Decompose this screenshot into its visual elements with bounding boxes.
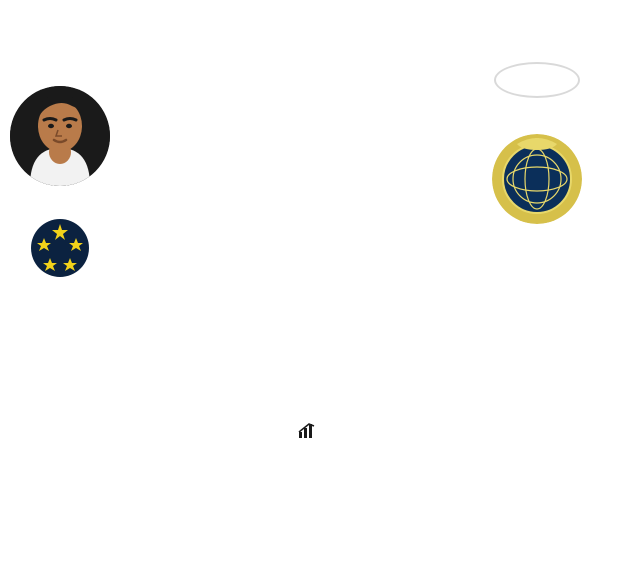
comparison-infographic [0,0,620,580]
al-taawoun-fc-badge [20,208,100,288]
branding-badge [210,412,410,448]
club-left-badge [20,208,100,288]
fctables-logo-icon [297,420,317,440]
comparison-body [0,28,620,408]
player-portrait-icon [10,86,110,186]
al-nassr-badge [492,134,582,224]
player-left-photo [10,86,110,186]
club-right-badge [492,134,582,224]
player-right-photo-placeholder [494,62,580,98]
